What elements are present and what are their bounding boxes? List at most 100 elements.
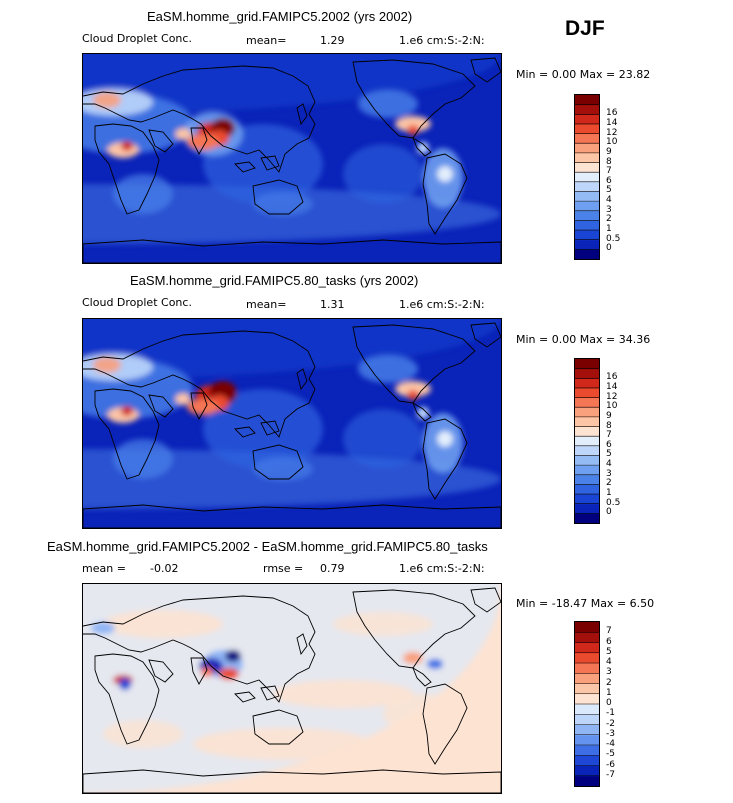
colorbar-swatch (575, 397, 599, 408)
colorbar-swatch (575, 181, 599, 192)
colorbar-tick-label: 0 (606, 507, 612, 518)
panel1-map (82, 53, 502, 264)
panel2-variable: Cloud Droplet Conc. (82, 296, 192, 309)
panel3-map (82, 583, 502, 794)
colorbar-tick-label: 5 (606, 185, 612, 196)
colorbar-tick-label: 3 (606, 468, 612, 479)
map-field-patch (358, 355, 418, 383)
map-field-patch (83, 54, 501, 114)
map-field-patch (407, 125, 419, 135)
panel2-colorbar (574, 358, 600, 524)
colorbar-tick-label: -1 (606, 708, 615, 719)
panel1-units: 1.e6 cm:S:-2:N: (399, 34, 485, 47)
colorbar-swatch (575, 191, 599, 202)
panel3-minmax: Min = -18.47 Max = 6.50 (516, 597, 654, 610)
map-field-patch (395, 381, 431, 397)
colorbar-swatch (575, 230, 599, 241)
colorbar-tick-label: -3 (606, 728, 615, 739)
colorbar-swatch (575, 734, 599, 746)
panel2-title: EaSM.homme_grid.FAMIPC5.80_tasks (yrs 20… (130, 273, 419, 288)
map-field-patch (121, 406, 133, 416)
map-field-patch (93, 357, 121, 373)
panel3-max-label: Max = (590, 597, 627, 610)
map-field-patch (201, 667, 213, 677)
panel1-min-label: Min = (516, 68, 549, 81)
map-coastline (422, 683, 468, 765)
colorbar-tick-label: 16 (606, 372, 618, 383)
colorbar-tick-label: -6 (606, 759, 615, 770)
map-field-patch (219, 668, 239, 680)
panel1-max-label: Max = (579, 68, 616, 81)
colorbar-swatch (575, 632, 599, 643)
colorbar-tick-label: 9 (606, 410, 612, 421)
map-field-patch (175, 128, 191, 140)
map-coastline (296, 633, 308, 656)
map-field-patch (103, 720, 183, 748)
colorbar-swatch (575, 484, 599, 495)
colorbar-tick-label: 2 (606, 214, 612, 225)
map-field-patch (253, 457, 313, 481)
map-field-patch (103, 610, 223, 638)
panel3-max-value: 6.50 (629, 597, 655, 610)
map-coastline (190, 657, 208, 685)
colorbar-swatch (575, 143, 599, 154)
map-coastline (412, 666, 432, 687)
colorbar-tick-label: 8 (606, 156, 612, 167)
colorbar-swatch (575, 239, 599, 250)
colorbar-swatch (575, 622, 599, 633)
panel1-min-value: 0.00 (551, 68, 577, 81)
colorbar-swatch (575, 503, 599, 514)
colorbar-swatch (575, 133, 599, 144)
colorbar-swatch (575, 407, 599, 418)
colorbar-tick-label: -2 (606, 718, 615, 729)
map-field-patch (203, 389, 323, 469)
colorbar-swatch (575, 387, 599, 399)
map-coastline (412, 136, 432, 157)
map-coastline (94, 653, 160, 745)
map-field-patch (395, 116, 431, 132)
panel3-rmse-label: rmse = (263, 562, 304, 575)
colorbar-swatch (575, 172, 599, 183)
colorbar-swatch (575, 378, 599, 389)
colorbar-swatch (575, 416, 599, 428)
map-coastline (422, 418, 468, 500)
map-field-patch (358, 90, 418, 118)
colorbar-tick-label: 4 (606, 459, 612, 470)
panel1-colorbar (574, 94, 600, 260)
colorbar-tick-label: 2 (606, 677, 612, 688)
map-coastline (352, 324, 476, 404)
colorbar-tick-label: 8 (606, 420, 612, 431)
colorbar-swatch (575, 663, 599, 674)
map-coastline (252, 709, 304, 745)
colorbar-swatch (575, 683, 599, 695)
colorbar-swatch (575, 755, 599, 766)
map-coastline (83, 595, 316, 703)
panel3-mean-label: mean = (82, 562, 126, 575)
colorbar-swatch (575, 704, 599, 715)
colorbar-swatch (575, 652, 599, 664)
colorbar-tick-label: 0.5 (606, 497, 621, 508)
colorbar-tick-label: 6 (606, 636, 612, 647)
colorbar-swatch (575, 745, 599, 756)
map-coastline (83, 504, 501, 528)
colorbar-swatch (575, 95, 599, 106)
panel2-map (82, 318, 502, 529)
panel2-max-label: Max = (579, 333, 616, 346)
colorbar-swatch (575, 201, 599, 212)
colorbar-tick-label: 0 (606, 243, 612, 254)
panel2-min-label: Min = (516, 333, 549, 346)
map-coastline (352, 59, 476, 139)
panel3-colorbar (574, 621, 600, 787)
map-coastline (470, 587, 501, 613)
map-coastline (352, 589, 476, 669)
colorbar-tick-label: -7 (606, 769, 615, 780)
colorbar-swatch (575, 642, 599, 654)
map-field-patch (121, 141, 133, 151)
colorbar-tick-label: 7 (606, 626, 612, 637)
colorbar-tick-label: 12 (606, 127, 618, 138)
colorbar-tick-label: 10 (606, 137, 618, 148)
colorbar-tick-label: 2 (606, 478, 612, 489)
colorbar-tick-label: 1 (606, 687, 612, 698)
colorbar-swatch (575, 104, 599, 115)
map-coastline (94, 388, 160, 480)
